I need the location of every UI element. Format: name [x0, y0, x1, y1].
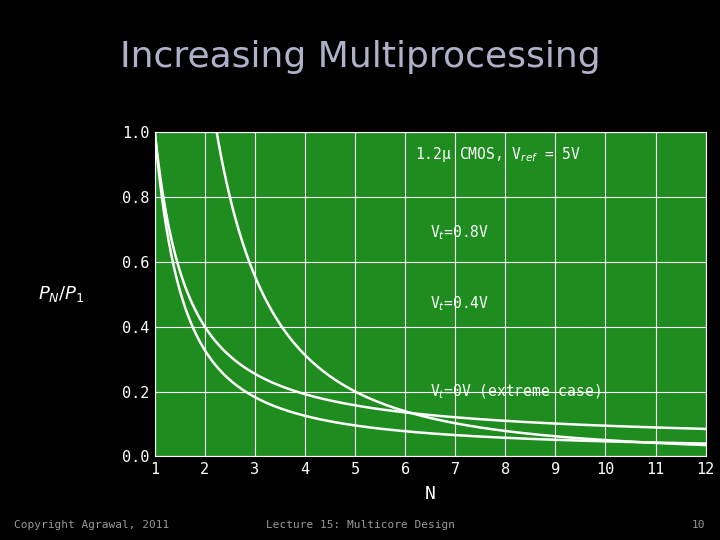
Text: Lecture 15: Multicore Design: Lecture 15: Multicore Design	[266, 520, 454, 530]
Text: 10: 10	[692, 520, 706, 530]
X-axis label: N: N	[425, 485, 436, 503]
Text: $P_N/P_1$: $P_N/P_1$	[38, 284, 84, 305]
Text: Increasing Multiprocessing: Increasing Multiprocessing	[120, 40, 600, 73]
Text: V$_t$=0.4V: V$_t$=0.4V	[431, 295, 490, 313]
Text: V$_t$=0V (extreme case): V$_t$=0V (extreme case)	[431, 382, 601, 401]
Text: V$_t$=0.8V: V$_t$=0.8V	[431, 224, 490, 242]
Text: 1.2μ CMOS, V$_{ref}$ = 5V: 1.2μ CMOS, V$_{ref}$ = 5V	[415, 145, 581, 165]
Text: Copyright Agrawal, 2011: Copyright Agrawal, 2011	[14, 520, 170, 530]
